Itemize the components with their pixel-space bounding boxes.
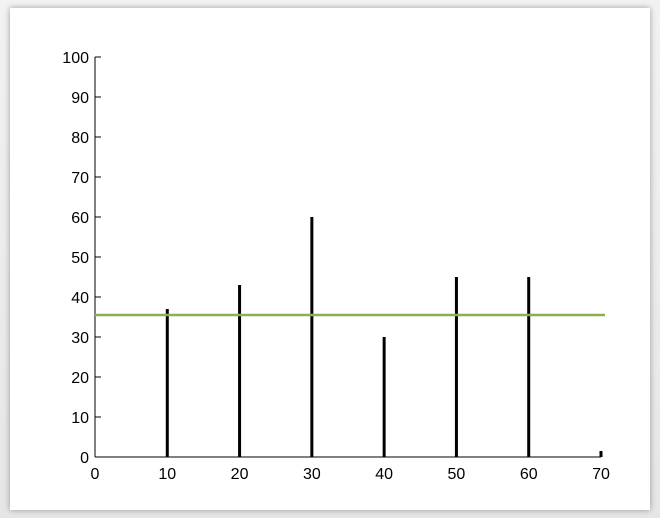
y-tick-label: 80 — [71, 130, 89, 147]
x-tick-label: 20 — [231, 466, 249, 483]
y-tick-label: 70 — [71, 170, 89, 187]
y-tick-label: 90 — [71, 90, 89, 107]
y-tick-label: 50 — [71, 250, 89, 267]
x-tick-label: 30 — [303, 466, 321, 483]
x-tick-label: 40 — [375, 466, 393, 483]
y-tick-label: 20 — [71, 370, 89, 387]
y-tick-label: 60 — [71, 210, 89, 227]
x-tick-label: 0 — [91, 466, 100, 483]
y-tick-label: 30 — [71, 330, 89, 347]
x-tick-label: 10 — [158, 466, 176, 483]
x-tick-label: 50 — [448, 466, 466, 483]
y-tick-label: 100 — [62, 50, 89, 67]
x-tick-label: 60 — [520, 466, 538, 483]
y-tick-label: 10 — [71, 410, 89, 427]
x-tick-label: 70 — [592, 466, 610, 483]
y-tick-label: 0 — [80, 450, 89, 467]
y-tick-label: 40 — [71, 290, 89, 307]
chart-card — [10, 8, 650, 510]
